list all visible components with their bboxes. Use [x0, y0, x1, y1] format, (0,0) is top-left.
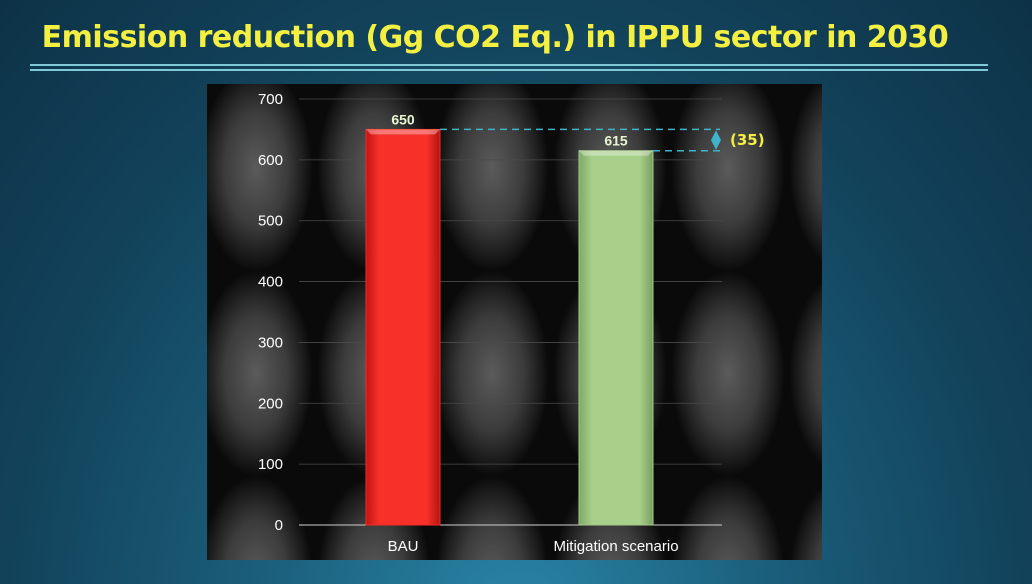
slide-title: Emission reduction (Gg CO2 Eq.) in IPPU … — [41, 20, 949, 55]
y-tick-label: 500 — [258, 213, 283, 230]
bar-mitigation-scenario — [578, 150, 654, 526]
data-label: 650 — [391, 111, 415, 127]
y-tick-label: 700 — [258, 91, 283, 108]
y-tick-label: 0 — [275, 517, 283, 534]
reduction-label: (35) — [730, 131, 765, 149]
x-tick-label: Mitigation scenario — [553, 538, 678, 555]
bars — [365, 128, 654, 526]
bar-body — [365, 128, 441, 526]
bar-chart: 0 100 200 300 400 500 600 700 BAU Mitigation sce… — [258, 91, 765, 555]
bar-bau — [365, 128, 441, 526]
y-tick-label: 400 — [258, 274, 283, 291]
bar-top-bevel — [579, 150, 653, 156]
reduction-annotation: (35) — [440, 128, 765, 152]
y-tick-label: 200 — [258, 395, 283, 412]
data-label: 615 — [604, 133, 628, 149]
y-tick-label: 300 — [258, 334, 283, 351]
bar-top-bevel — [366, 129, 440, 135]
y-tick-label: 600 — [258, 152, 283, 169]
title-divider-top — [30, 64, 988, 66]
x-axis-ticks: BAU Mitigation scenario — [388, 538, 679, 555]
gridlines — [299, 98, 722, 526]
y-tick-label: 100 — [258, 456, 283, 473]
double-arrow-icon — [711, 130, 721, 150]
data-labels: 650 615 — [391, 111, 628, 148]
y-axis-ticks: 0 100 200 300 400 500 600 700 — [258, 91, 283, 534]
chart-area: 0 100 200 300 400 500 600 700 BAU Mitigation sce… — [207, 84, 822, 560]
title-divider-bottom — [30, 69, 988, 71]
bar-body — [578, 150, 654, 526]
x-tick-label: BAU — [388, 538, 419, 555]
